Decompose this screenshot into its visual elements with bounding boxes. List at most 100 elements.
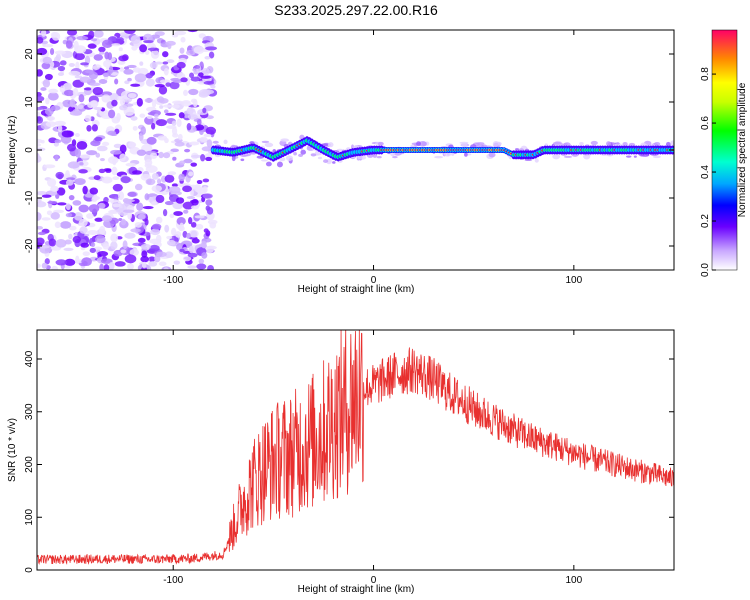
spectrogram-halo-cell bbox=[460, 143, 468, 147]
spectrogram-noise-cell bbox=[144, 193, 150, 201]
spectrogram-noise-cell bbox=[139, 61, 144, 66]
spectrogram-noise-cell bbox=[86, 213, 94, 219]
spectrogram-noise-cell bbox=[202, 107, 207, 114]
spectrogram-noise-cell bbox=[101, 94, 111, 103]
spectrogram-noise-cell bbox=[186, 195, 196, 200]
colorbar-tick-label: 0.8 bbox=[700, 67, 711, 81]
spectrogram-noise-cell bbox=[205, 205, 211, 211]
spectrogram-noise-cell bbox=[190, 230, 198, 238]
spectrogram-noise-cell bbox=[37, 143, 41, 147]
spectrogram-noise-cell bbox=[201, 252, 208, 259]
spectrogram-noise-cell bbox=[61, 130, 74, 138]
spectrogram-noise-cell bbox=[155, 119, 167, 127]
spectrogram-noise-cell bbox=[164, 224, 170, 233]
spectrogram-noise-cell bbox=[50, 212, 60, 220]
spectrogram-noise-cell bbox=[162, 209, 168, 217]
spectrogram-noise-cell bbox=[205, 46, 218, 51]
spectrogram-noise-cell bbox=[186, 123, 192, 131]
spectrogram-noise-cell bbox=[108, 261, 115, 270]
spectrogram-noise-cell bbox=[179, 222, 184, 230]
spectrogram-noise-cell bbox=[194, 124, 205, 131]
spectrogram-noise-cell bbox=[202, 178, 210, 183]
spectrogram-noise-cell bbox=[90, 100, 99, 108]
spectrogram-noise-cell bbox=[54, 139, 62, 144]
spectrogram-noise-cell bbox=[124, 30, 136, 34]
spectrogram-noise-cell bbox=[139, 44, 148, 53]
spectrogram-noise-cell bbox=[198, 72, 204, 77]
spectrogram-noise-cell bbox=[190, 205, 200, 210]
spectrogram-noise-cell bbox=[37, 153, 41, 163]
spectrogram-halo-cell bbox=[376, 155, 382, 159]
spectrogram-noise-cell bbox=[163, 267, 169, 270]
spectrogram-noise-cell bbox=[94, 136, 103, 142]
spectrogram-noise-cell bbox=[183, 89, 188, 97]
spectrogram-noise-cell bbox=[51, 265, 59, 270]
spectrogram-noise-cell bbox=[164, 174, 175, 183]
spectrogram-noise-cell bbox=[143, 40, 154, 44]
spectrogram-noise-cell bbox=[205, 126, 217, 135]
spectrogram-noise-cell bbox=[64, 258, 76, 266]
spectrogram-noise-cell bbox=[151, 201, 158, 206]
spectrogram-halo-cell bbox=[310, 153, 317, 157]
spectrogram-noise-cell bbox=[57, 72, 65, 77]
spectrogram-halo-cell bbox=[653, 141, 661, 146]
spectrogram-noise-cell bbox=[156, 178, 162, 185]
spectrogram-noise-cell bbox=[104, 51, 110, 60]
spectrogram-noise-cell bbox=[110, 149, 122, 155]
spectrogram-noise-cell bbox=[194, 186, 203, 193]
spectrogram-noise-cell bbox=[206, 139, 213, 148]
spectrogram-noise-cell bbox=[130, 228, 141, 233]
spectrogram-noise-cell bbox=[102, 72, 110, 77]
spectrogram-noise-cell bbox=[89, 247, 97, 253]
spectrogram-halo-cell bbox=[223, 139, 228, 145]
spectrogram-noise-cell bbox=[98, 225, 106, 235]
spectrogram-noise-cell bbox=[173, 211, 183, 217]
spectrogram-noise-cell bbox=[127, 263, 134, 270]
spectrogram-noise-cell bbox=[44, 258, 50, 265]
spectrogram-noise-cell bbox=[119, 105, 128, 111]
spectrogram-noise-cell bbox=[119, 67, 125, 72]
spectrogram-noise-cell bbox=[43, 164, 56, 169]
spectrogram-noise-cell bbox=[187, 252, 198, 258]
spectrogram-noise-cell bbox=[131, 170, 143, 175]
spectrogram-noise-cell bbox=[158, 151, 164, 159]
spectrogram-noise-cell bbox=[146, 136, 157, 145]
spectrogram-halo-cell bbox=[434, 155, 444, 159]
spectrogram-halo-cell bbox=[261, 159, 268, 162]
spectrogram-noise-cell bbox=[130, 116, 138, 121]
spectrogram-noise-cell bbox=[128, 141, 137, 148]
spectrogram-noise-cell bbox=[171, 120, 177, 126]
spectrogram-halo-cell bbox=[492, 140, 500, 147]
spectrogram-noise-cell bbox=[65, 40, 73, 49]
spectrogram-noise-cell bbox=[127, 191, 137, 197]
spectrogram-ylabel: Frequency (Hz) bbox=[7, 116, 18, 185]
spectrogram-noise-cell bbox=[116, 96, 123, 101]
colorbar-label: Normalized spectral amplitude bbox=[737, 82, 748, 217]
spectrogram-noise-cell bbox=[164, 137, 169, 144]
spectrogram-halo-cell bbox=[265, 161, 272, 167]
spectrogram-noise-cell bbox=[162, 104, 173, 108]
spectrogram-noise-cell bbox=[99, 263, 104, 270]
spectrogram-noise-cell bbox=[150, 152, 158, 159]
y-tick-label: 10 bbox=[24, 96, 35, 108]
spectrogram-halo-cell bbox=[293, 152, 297, 156]
spectrogram-noise-cell bbox=[182, 255, 192, 262]
spectrogram-halo-cell bbox=[276, 161, 283, 168]
spectrogram-noise-cell bbox=[98, 46, 106, 53]
spectrogram-halo-cell bbox=[626, 155, 632, 158]
spectrogram-noise-cell bbox=[148, 256, 156, 262]
spectrogram-noise-cell bbox=[144, 98, 154, 103]
spectrogram-noise-cell bbox=[98, 51, 105, 55]
spectrogram-noise-cell bbox=[54, 120, 66, 126]
spectrogram-noise-cell bbox=[78, 204, 89, 213]
spectrogram-noise-cell bbox=[91, 197, 98, 202]
spectrogram-noise-cell bbox=[166, 235, 173, 240]
spectrogram-noise-cell bbox=[37, 190, 47, 196]
spectrogram-halo-cell bbox=[670, 140, 674, 146]
spectrogram-noise-cell bbox=[190, 221, 197, 228]
spectrogram-noise-cell bbox=[166, 239, 176, 246]
spectrogram-noise-cell bbox=[202, 89, 215, 95]
spectrogram-noise-cell bbox=[37, 95, 45, 102]
